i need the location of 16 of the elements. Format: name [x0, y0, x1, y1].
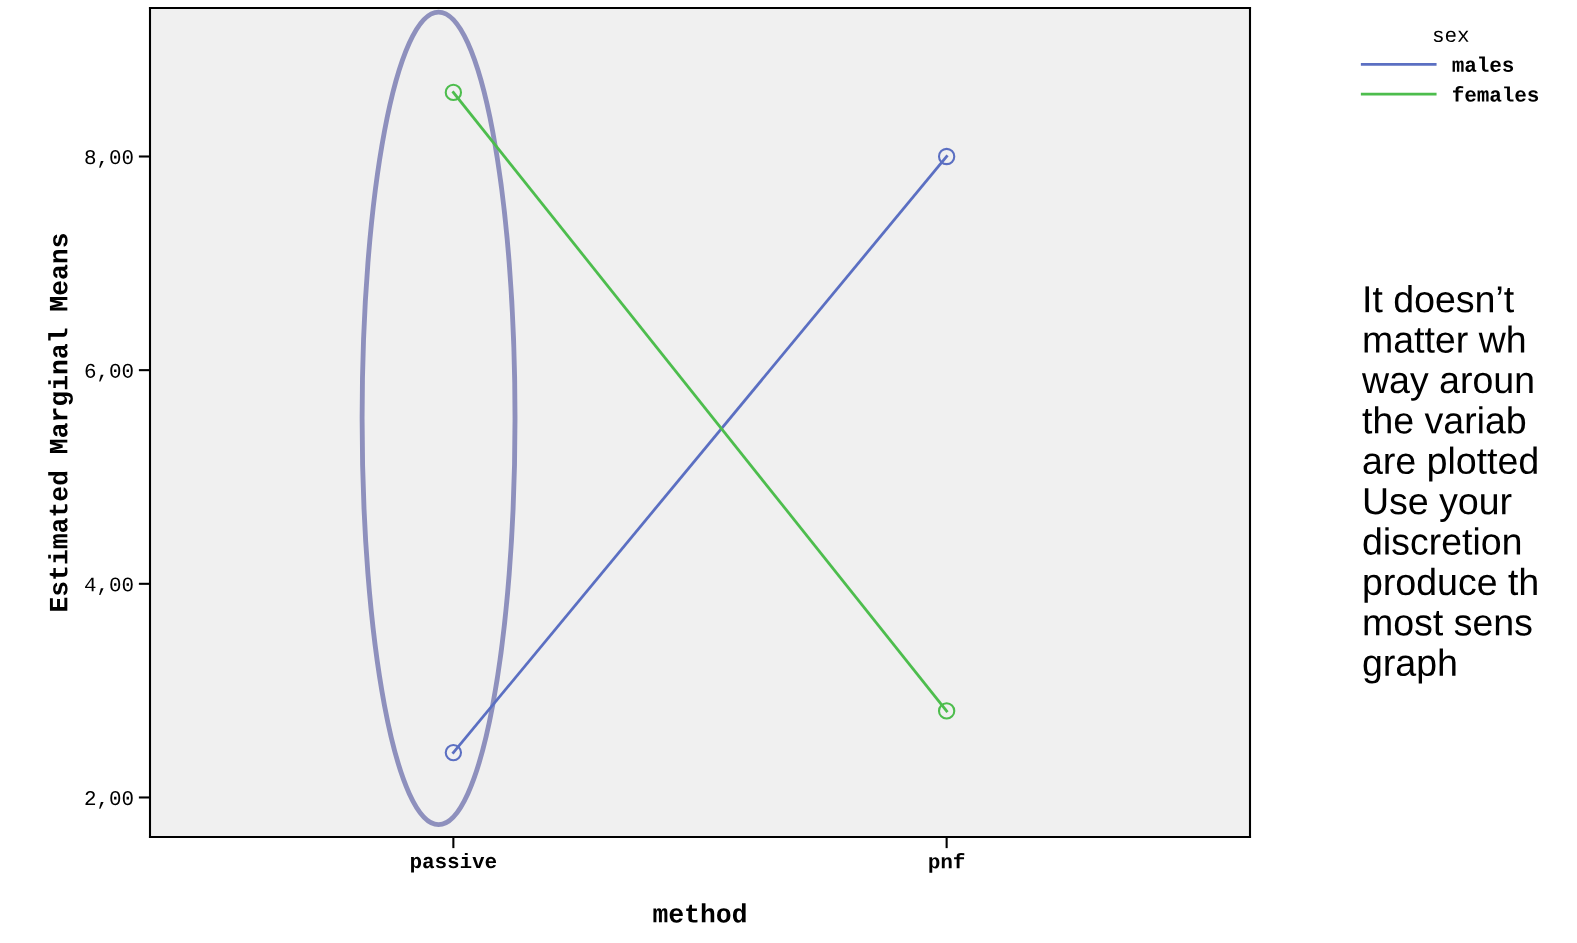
- point: [937, 147, 956, 166]
- x-axis-title: method: [653, 903, 746, 923]
- legend-title: sex: [1433, 30, 1469, 43]
- y-tick-label: 8,00: [85, 150, 133, 168]
- legend-label: females: [1453, 86, 1539, 102]
- y-tick-label: 4,00: [85, 577, 133, 596]
- text: It doesn’t matter wh way aroun the variab are plotted Use your discretion produce th most sens graph: [1361, 285, 1537, 684]
- point: [444, 743, 463, 762]
- legend-label: males: [1452, 56, 1514, 72]
- y-axis-title: Estimated Marginal Means: [48, 234, 73, 611]
- y-tick-label: 6,00: [85, 363, 133, 382]
- point: [444, 83, 463, 102]
- x-tick-label: pnf: [929, 852, 965, 873]
- x-tick-label: passive: [411, 852, 497, 873]
- y-tick-label: 2,00: [85, 791, 133, 809]
- point: [937, 702, 956, 720]
